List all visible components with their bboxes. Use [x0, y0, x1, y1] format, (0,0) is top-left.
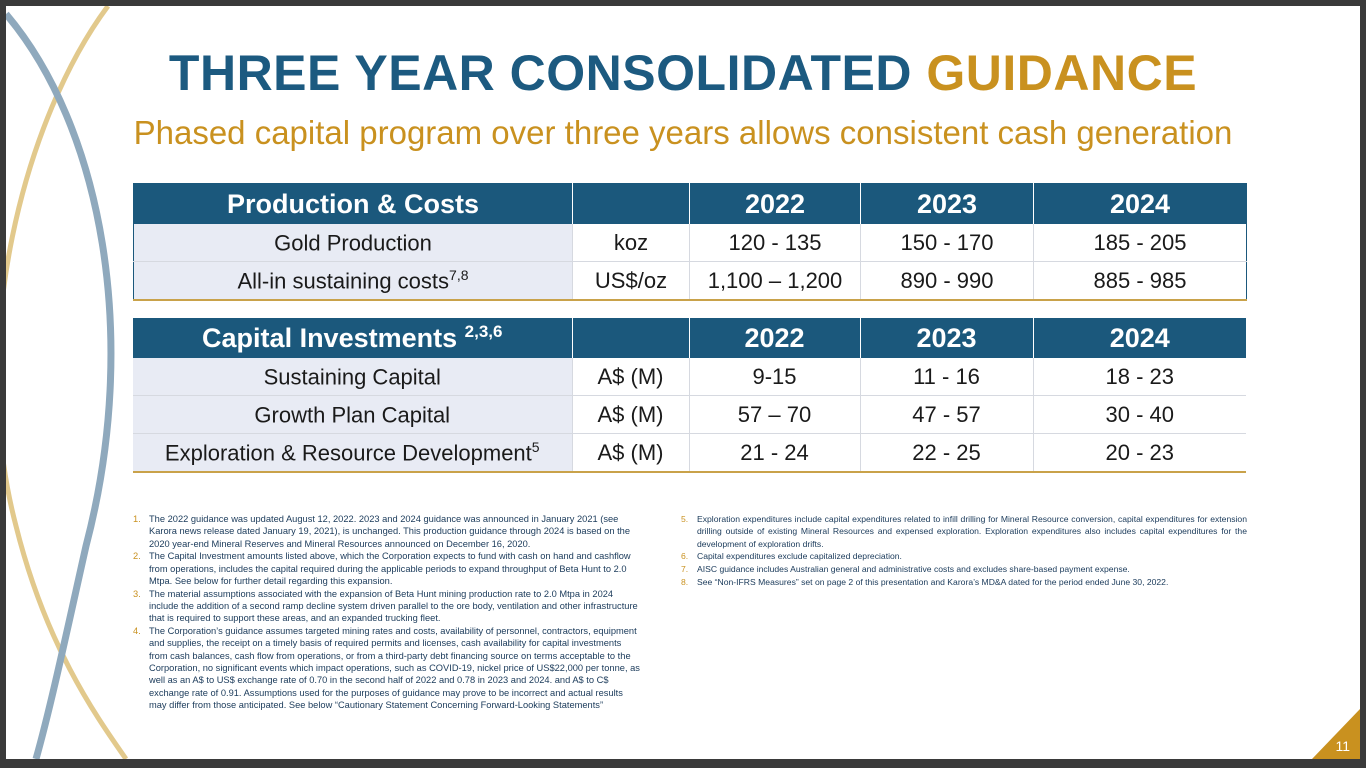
page-number: 11	[1335, 738, 1350, 754]
footnote: 6. Capital expenditures exclude capitaliz…	[681, 551, 902, 562]
row-label: Growth Plan Capital	[133, 395, 572, 434]
production-costs-table: Production & Costs 2022 2023 2024 Gold P…	[133, 183, 1247, 301]
row-label: Gold Production	[133, 224, 573, 262]
decorative-arcs	[6, 6, 129, 759]
table-row: All-in sustaining costs7,8 US$/oz 1,100 …	[133, 261, 1247, 301]
row-label: All-in sustaining costs7,8	[133, 261, 573, 301]
header-unit	[572, 183, 690, 224]
table-row: Gold Production koz 120 - 135 150 - 170 …	[133, 224, 1247, 262]
table-row: Sustaining Capital A$ (M) 9-15 11 - 16 1…	[133, 358, 1246, 396]
header-unit	[571, 318, 689, 358]
header-year: 2024	[1032, 318, 1246, 358]
row-value: 150 - 170	[860, 224, 1034, 262]
footnote: 7. AISC guidance includes Australian gen…	[681, 564, 1130, 575]
row-value: 57 – 70	[688, 395, 860, 434]
table-row: Exploration & Resource Development5 A$ (…	[133, 433, 1246, 473]
row-value: 890 - 990	[860, 261, 1034, 301]
row-unit: A$ (M)	[571, 395, 689, 434]
footnote: 1. The 2022 guidance was updated August 1…	[133, 514, 631, 549]
row-unit: A$ (M)	[571, 358, 689, 396]
row-value: 9-15	[688, 358, 860, 396]
row-unit: koz	[572, 224, 690, 262]
row-unit: US$/oz	[572, 261, 690, 301]
row-value: 120 - 135	[689, 224, 861, 262]
row-value: 20 - 23	[1032, 433, 1246, 473]
row-value: 885 - 985	[1033, 261, 1247, 301]
row-value: 18 - 23	[1032, 358, 1246, 396]
row-value: 21 - 24	[688, 433, 860, 473]
header-label: Capital Investments 2,3,6	[133, 318, 572, 358]
footnotes-left: 1. The 2022 guidance was updated August 1…	[133, 513, 641, 712]
row-value: 185 - 205	[1033, 224, 1247, 262]
footnote: 5. Exploration expenditures include capit…	[681, 514, 1247, 549]
header-year: 2022	[689, 183, 861, 224]
row-value: 11 - 16	[859, 358, 1033, 396]
page-corner-triangle	[1312, 709, 1360, 759]
row-unit: A$ (M)	[571, 433, 689, 473]
title-accent: GUIDANCE	[926, 45, 1198, 101]
row-value: 22 - 25	[859, 433, 1033, 473]
slide: THREE YEAR CONSOLIDATED GUIDANCE Phased …	[6, 6, 1360, 759]
row-value: 47 - 57	[859, 395, 1033, 434]
footnotes-right: 5. Exploration expenditures include capit…	[681, 513, 1247, 589]
table-header-row: Production & Costs 2022 2023 2024	[133, 183, 1247, 224]
table-row: Growth Plan Capital A$ (M) 57 – 70 47 - …	[133, 395, 1246, 434]
header-year: 2024	[1033, 183, 1247, 224]
footnote: 3. The material assumptions associated wi…	[133, 588, 638, 624]
slide-title: THREE YEAR CONSOLIDATED GUIDANCE	[6, 44, 1360, 102]
row-label: Sustaining Capital	[133, 358, 572, 396]
footnote: 4. The Corporation’s guidance assumes tar…	[133, 626, 640, 710]
header-year: 2023	[860, 183, 1034, 224]
slide-subtitle: Phased capital program over three years …	[133, 114, 1233, 151]
row-value: 30 - 40	[1032, 395, 1246, 434]
header-year: 2023	[859, 318, 1033, 358]
header-label: Production & Costs	[133, 183, 573, 224]
row-value: 1,100 – 1,200	[689, 261, 861, 301]
row-label: Exploration & Resource Development5	[133, 433, 572, 473]
footnote: 8. See “Non-IFRS Measures” set on page 2 …	[681, 576, 1169, 587]
capital-investments-table: Capital Investments 2,3,6 2022 2023 2024…	[133, 318, 1246, 473]
title-main: THREE YEAR CONSOLIDATED	[168, 45, 912, 101]
header-year: 2022	[688, 318, 860, 358]
table-header-row: Capital Investments 2,3,6 2022 2023 2024	[133, 318, 1246, 358]
footnote: 2. The Capital Investment amounts listed …	[133, 551, 631, 586]
